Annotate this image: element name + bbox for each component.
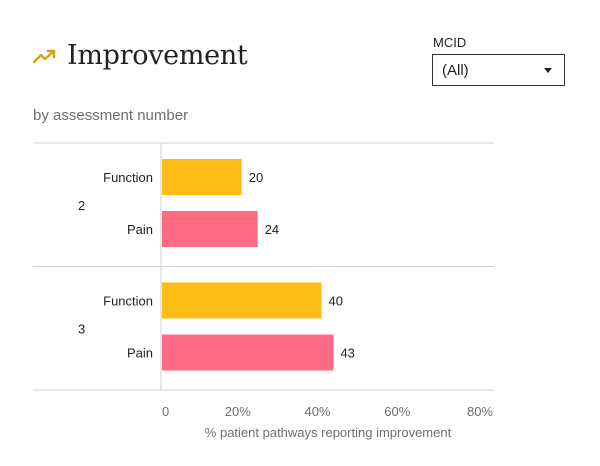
- bar-category-label: Function: [103, 294, 153, 309]
- chart-subtitle: by assessment number: [33, 107, 189, 124]
- bar-function: [162, 282, 322, 319]
- x-tick-label: 60%: [384, 404, 410, 419]
- bar-category-label: Pain: [127, 222, 153, 237]
- data-label: 40: [329, 294, 343, 309]
- page-title: Improvement: [67, 40, 248, 71]
- bar-pain: [162, 211, 258, 247]
- mcid-select-value: (All): [442, 61, 469, 79]
- bar-pain: [162, 334, 334, 371]
- bar-category-label: Pain: [127, 346, 153, 361]
- x-tick-label: 40%: [304, 404, 330, 419]
- x-axis-title: % patient pathways reporting improvement: [205, 425, 452, 440]
- x-tick-label: 20%: [225, 404, 251, 419]
- group-label: 3: [78, 321, 85, 336]
- mcid-filter-label: MCID: [433, 35, 467, 50]
- data-label: 43: [340, 346, 354, 361]
- bar-function: [162, 159, 242, 195]
- group-label: 2: [78, 198, 85, 213]
- bar-category-label: Function: [103, 170, 153, 185]
- chart-header: Improvement: [33, 40, 248, 71]
- x-tick-label: 80%: [467, 404, 493, 419]
- chevron-down-icon: [544, 68, 552, 73]
- data-label: 20: [249, 170, 263, 185]
- mcid-select[interactable]: (All): [432, 54, 565, 86]
- data-label: 24: [265, 222, 279, 237]
- trending-up-icon: [33, 49, 56, 63]
- x-tick-label: 0: [162, 404, 169, 419]
